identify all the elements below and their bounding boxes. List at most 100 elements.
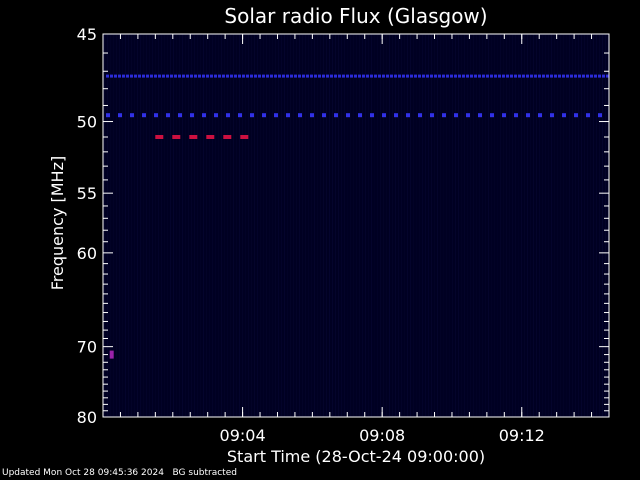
- band-segment: [394, 74, 397, 78]
- band-segment: [526, 113, 530, 118]
- noise-streak: [164, 34, 165, 417]
- band-segment: [582, 74, 585, 78]
- band-segment: [574, 113, 578, 118]
- noise-streak: [404, 34, 405, 417]
- band-segment: [154, 113, 158, 118]
- noise-streak: [488, 34, 489, 417]
- band-segment: [598, 74, 601, 78]
- band-segment: [354, 74, 357, 78]
- band-segment: [189, 135, 198, 139]
- band-segment: [574, 74, 577, 78]
- band-segment: [462, 74, 465, 78]
- band-segment: [190, 74, 193, 78]
- band-segment: [254, 74, 257, 78]
- status-line: Updated Mon Oct 28 09:45:36 2024 BG subt…: [2, 468, 237, 479]
- band-segment: [118, 74, 121, 78]
- band-segment: [502, 74, 505, 78]
- y-tick-label: 60: [77, 244, 97, 263]
- band-segment: [346, 74, 349, 78]
- noise-streak: [221, 34, 222, 417]
- noise-streak: [446, 34, 447, 417]
- band-segment: [106, 113, 110, 118]
- band-segment: [302, 74, 305, 78]
- noise-streak: [482, 34, 483, 417]
- noise-streak: [518, 34, 519, 417]
- band-segment: [118, 113, 122, 118]
- band-segment: [470, 74, 473, 78]
- band-segment: [530, 74, 533, 78]
- noise-streak: [140, 34, 141, 417]
- band-segment: [146, 74, 149, 78]
- band-segment: [234, 74, 237, 78]
- noise-streak: [308, 34, 309, 417]
- noise-streak: [500, 34, 501, 417]
- band-segment: [270, 74, 273, 78]
- noise-streak: [473, 34, 474, 417]
- band-segment: [158, 74, 161, 78]
- noise-streak: [395, 34, 396, 417]
- noise-streak: [290, 34, 291, 417]
- updated-timestamp: Updated Mon Oct 28 09:45:36 2024: [2, 468, 164, 478]
- noise-streak: [536, 34, 537, 417]
- noise-streak: [563, 34, 564, 417]
- noise-streak: [365, 34, 366, 417]
- band-segment: [206, 74, 209, 78]
- noise-streak: [602, 34, 603, 417]
- x-tick-label: 09:12: [499, 426, 545, 445]
- band-segment: [566, 74, 569, 78]
- band-segment: [138, 74, 141, 78]
- band-segment: [122, 74, 125, 78]
- noise-streak: [332, 34, 333, 417]
- noise-streak: [170, 34, 171, 417]
- band-segment: [298, 74, 301, 78]
- noise-streak: [551, 34, 552, 417]
- band-segment: [538, 113, 542, 118]
- noise-streak: [422, 34, 423, 417]
- band-segment: [398, 74, 401, 78]
- band-segment: [310, 74, 313, 78]
- noise-streak: [314, 34, 315, 417]
- noise-streak: [530, 34, 531, 417]
- noise-streak: [479, 34, 480, 417]
- band-segment: [474, 74, 477, 78]
- noise-streak: [389, 34, 390, 417]
- band-segment: [506, 74, 509, 78]
- noise-streak: [491, 34, 492, 417]
- band-segment: [586, 74, 589, 78]
- noise-streak: [185, 34, 186, 417]
- band-segment: [142, 113, 146, 118]
- band-segment: [562, 74, 565, 78]
- noise-streak: [569, 34, 570, 417]
- noise-streak: [323, 34, 324, 417]
- band-segment: [298, 113, 302, 118]
- y-axis: 45 50 55 60 70 80: [77, 25, 609, 427]
- band-segment: [114, 74, 117, 78]
- emission-band-71mhz: [109, 350, 114, 359]
- band-segment: [366, 74, 369, 78]
- noise-streak: [452, 34, 453, 417]
- band-segment: [182, 74, 185, 78]
- noise-streak: [212, 34, 213, 417]
- band-segment: [166, 74, 169, 78]
- band-segment: [482, 74, 485, 78]
- band-segment: [250, 113, 254, 118]
- band-segment: [454, 74, 457, 78]
- noise-streak: [353, 34, 354, 417]
- bg-subtracted-note: BG subtracted: [172, 468, 237, 478]
- noise-streak: [539, 34, 540, 417]
- noise-streak: [146, 34, 147, 417]
- band-segment: [106, 74, 109, 78]
- noise-streak: [218, 34, 219, 417]
- noise-streak: [494, 34, 495, 417]
- band-segment: [202, 113, 206, 118]
- band-segment: [278, 74, 281, 78]
- noise-streak: [554, 34, 555, 417]
- band-segment: [194, 74, 197, 78]
- band-segment: [202, 74, 205, 78]
- band-segment: [514, 113, 518, 118]
- noise-streak: [266, 34, 267, 417]
- band-segment: [486, 74, 489, 78]
- noise-streak: [260, 34, 261, 417]
- noise-streak: [335, 34, 336, 417]
